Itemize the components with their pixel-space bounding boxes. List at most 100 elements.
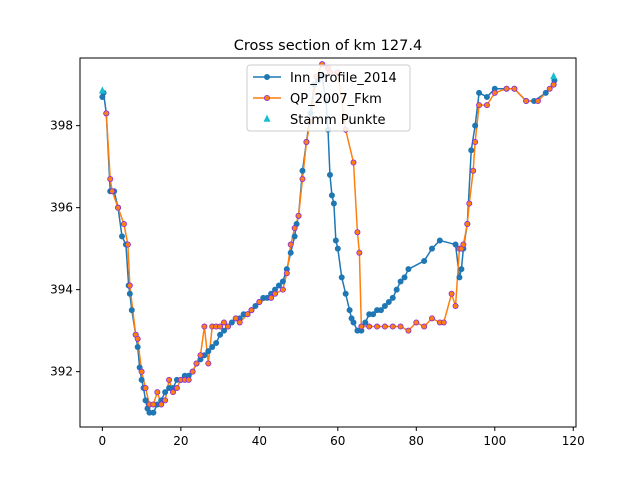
data-point-qp-2007-fkm (466, 200, 473, 207)
data-point-inn-profile-2014 (362, 319, 369, 326)
data-point-inn-profile-2014 (421, 257, 428, 264)
data-point-qp-2007-fkm (185, 376, 192, 383)
data-point-qp-2007-fkm (279, 286, 286, 293)
data-point-inn-profile-2014 (342, 290, 349, 297)
data-point-inn-profile-2014 (118, 233, 125, 240)
data-point-qp-2007-fkm (162, 397, 169, 404)
legend: Inn_Profile_2014 QP_2007_Fkm Stamm Punkte (246, 64, 411, 132)
data-point-inn-profile-2014 (291, 233, 298, 240)
data-point-qp-2007-fkm (511, 85, 518, 92)
data-point-inn-profile-2014 (385, 298, 392, 305)
legend-label-qp-2007-fkm: QP_2007_Fkm (290, 92, 382, 107)
data-point-inn-profile-2014 (330, 200, 337, 207)
data-point-inn-profile-2014 (134, 344, 141, 351)
data-point-qp-2007-fkm (472, 139, 479, 146)
data-point-qp-2007-fkm (126, 282, 133, 289)
data-point-inn-profile-2014 (468, 147, 475, 154)
data-point-qp-2007-fkm (440, 319, 447, 326)
data-point-inn-profile-2014 (370, 311, 377, 318)
data-point-inn-profile-2014 (332, 237, 339, 244)
data-point-qp-2007-fkm (221, 319, 228, 326)
data-point-qp-2007-fkm (166, 376, 173, 383)
data-point-qp-2007-fkm (295, 212, 302, 219)
data-point-inn-profile-2014 (279, 278, 286, 285)
data-point-qp-2007-fkm (236, 319, 243, 326)
data-point-qp-2007-fkm (460, 241, 467, 248)
series-group (98, 61, 558, 416)
data-point-inn-profile-2014 (405, 266, 412, 273)
data-point-inn-profile-2014 (542, 89, 549, 96)
data-point-inn-profile-2014 (205, 348, 212, 355)
data-point-qp-2007-fkm (546, 85, 553, 92)
data-point-qp-2007-fkm (491, 89, 498, 96)
x-tick-label: 20 (173, 434, 188, 448)
data-point-qp-2007-fkm (244, 311, 251, 318)
data-point-inn-profile-2014 (483, 93, 490, 100)
data-point-inn-profile-2014 (275, 282, 282, 289)
data-point-qp-2007-fkm (356, 249, 363, 256)
data-point-inn-profile-2014 (476, 89, 483, 96)
data-point-qp-2007-fkm (448, 290, 455, 297)
data-point-inn-profile-2014 (338, 274, 345, 281)
data-point-inn-profile-2014 (350, 319, 357, 326)
data-point-qp-2007-fkm (366, 323, 373, 330)
legend-label-stamm-punkte: Stamm Punkte (290, 113, 386, 128)
data-point-qp-2007-fkm (248, 307, 255, 314)
data-point-inn-profile-2014 (213, 339, 220, 346)
data-point-qp-2007-fkm (428, 315, 435, 322)
data-point-inn-profile-2014 (128, 307, 135, 314)
x-tick-label: 100 (483, 434, 506, 448)
legend-marker-inn-profile-2014 (263, 74, 270, 81)
data-point-inn-profile-2014 (377, 307, 384, 314)
data-point-inn-profile-2014 (328, 192, 335, 199)
data-point-qp-2007-fkm (154, 389, 161, 396)
data-point-inn-profile-2014 (428, 245, 435, 252)
data-point-qp-2007-fkm (303, 139, 310, 146)
data-point-qp-2007-fkm (173, 385, 180, 392)
data-point-inn-profile-2014 (217, 331, 224, 338)
data-point-qp-2007-fkm (193, 360, 200, 367)
data-point-qp-2007-fkm (142, 385, 149, 392)
data-point-inn-profile-2014 (150, 409, 157, 416)
data-point-inn-profile-2014 (456, 274, 463, 281)
data-point-qp-2007-fkm (354, 229, 361, 236)
legend-marker-stamm-punkte (263, 114, 271, 122)
data-point-qp-2007-fkm (272, 290, 279, 297)
data-point-stamm-punkte (550, 72, 558, 80)
y-tick-label: 394 (50, 283, 73, 297)
data-point-qp-2007-fkm (470, 167, 477, 174)
data-point-qp-2007-fkm (358, 323, 365, 330)
chart-title: Cross section of km 127.4 (234, 38, 422, 54)
data-point-qp-2007-fkm (503, 85, 510, 92)
data-point-qp-2007-fkm (299, 175, 306, 182)
x-tick-label: 40 (252, 434, 267, 448)
data-point-inn-profile-2014 (393, 286, 400, 293)
data-point-inn-profile-2014 (142, 397, 149, 404)
data-point-qp-2007-fkm (534, 98, 541, 105)
legend-box (246, 64, 411, 132)
data-point-qp-2007-fkm (217, 323, 224, 330)
data-point-qp-2007-fkm (397, 323, 404, 330)
data-point-qp-2007-fkm (381, 323, 388, 330)
data-point-qp-2007-fkm (283, 270, 290, 277)
data-point-qp-2007-fkm (189, 368, 196, 375)
data-point-qp-2007-fkm (405, 327, 412, 334)
axes-frame (79, 57, 577, 428)
data-point-qp-2007-fkm (421, 323, 428, 330)
data-point-inn-profile-2014 (126, 290, 133, 297)
data-point-inn-profile-2014 (228, 319, 235, 326)
data-point-inn-profile-2014 (458, 266, 465, 273)
data-point-qp-2007-fkm (452, 303, 459, 310)
data-point-inn-profile-2014 (381, 303, 388, 310)
data-point-qp-2007-fkm (464, 221, 471, 228)
data-point-qp-2007-fkm (483, 102, 490, 109)
data-point-inn-profile-2014 (252, 303, 259, 310)
data-point-qp-2007-fkm (197, 352, 204, 359)
data-point-qp-2007-fkm (476, 102, 483, 109)
data-point-inn-profile-2014 (346, 307, 353, 314)
y-tick-label: 396 (50, 201, 73, 215)
data-point-qp-2007-fkm (232, 315, 239, 322)
data-point-qp-2007-fkm (268, 294, 275, 301)
data-point-inn-profile-2014 (436, 237, 443, 244)
